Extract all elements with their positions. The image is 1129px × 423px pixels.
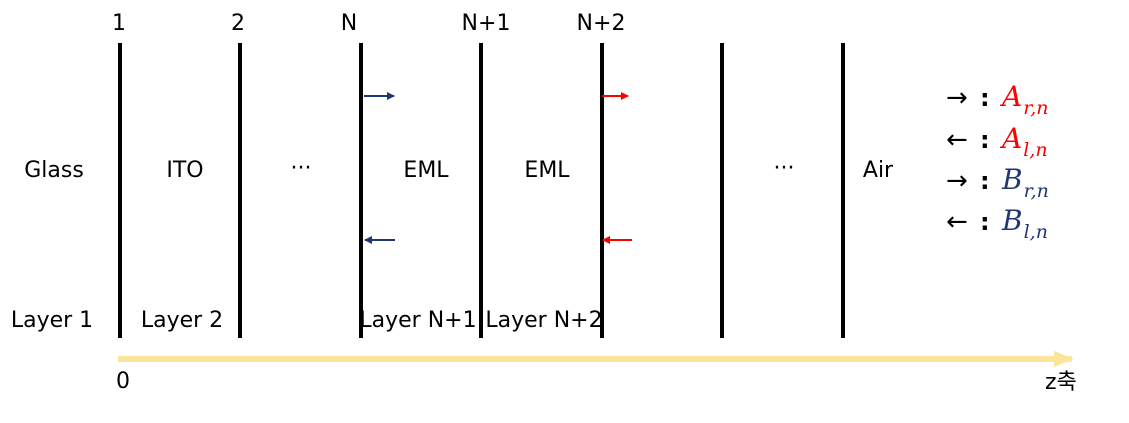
- ellipsis-right: ···: [773, 156, 795, 181]
- left-arrow-icon: ←: [946, 207, 968, 237]
- left-arrow-icon: ←: [946, 125, 968, 155]
- legend-colon: :: [980, 167, 990, 195]
- boundary-line-7: [841, 43, 845, 338]
- boundary-line-2: [238, 43, 242, 338]
- boundary-line-1: [118, 43, 122, 338]
- right-arrow-icon: →: [946, 166, 968, 196]
- boundary-label-1: 1: [112, 11, 126, 36]
- legend-colon: :: [980, 84, 990, 112]
- layer-material-glass: Glass: [24, 158, 84, 183]
- legend-symbol: B: [1002, 204, 1023, 237]
- layer-material-eml-2: EML: [524, 158, 570, 183]
- right-arrow-icon: →: [946, 83, 968, 113]
- ellipsis-left: ···: [290, 156, 312, 181]
- axis-origin-label: 0: [116, 369, 130, 394]
- legend-subscript: l,n: [1023, 139, 1048, 161]
- layer-material-air: Air: [862, 158, 894, 183]
- layer-name-n-plus-1: Layer N+1: [359, 308, 477, 333]
- layer-name-n-plus-2: Layer N+2: [485, 308, 603, 333]
- layer-material-ito: ITO: [166, 158, 204, 183]
- legend-symbol: B: [1002, 163, 1023, 196]
- boundary-line-n-plus-1: [479, 43, 483, 338]
- legend-symbol: A: [1002, 80, 1023, 113]
- boundary-line-6: [720, 43, 724, 338]
- legend-subscript: r,n: [1023, 97, 1049, 119]
- layer-material-eml-1: EML: [403, 158, 449, 183]
- layer-name-2: Layer 2: [140, 308, 224, 333]
- boundary-label-n-plus-2: N+2: [576, 11, 626, 36]
- boundary-label-n: N: [340, 11, 358, 36]
- boundary-label-n-plus-1: N+1: [461, 11, 511, 36]
- legend-subscript: l,n: [1023, 221, 1048, 243]
- axis-z-label: z축: [1045, 370, 1077, 395]
- layer-name-1: Layer 1: [10, 308, 94, 333]
- boundary-label-2: 2: [231, 11, 245, 36]
- boundary-line-n: [359, 43, 363, 338]
- legend-colon: :: [980, 126, 990, 154]
- boundary-line-n-plus-2: [600, 43, 604, 338]
- legend-colon: :: [980, 208, 990, 236]
- legend-subscript: r,n: [1023, 180, 1049, 202]
- legend-symbol: A: [1002, 122, 1023, 155]
